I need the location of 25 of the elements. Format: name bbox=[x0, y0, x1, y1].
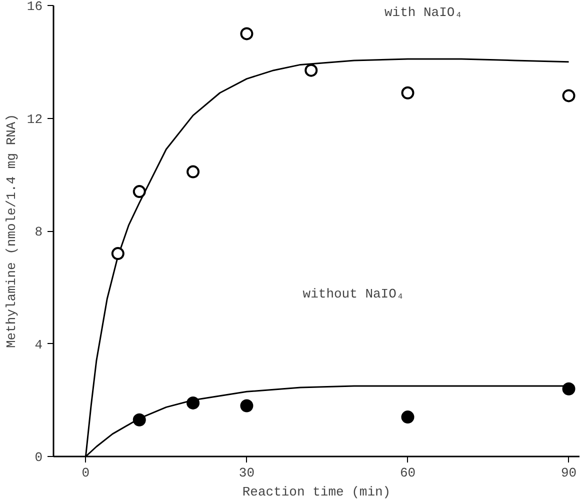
y-tick-label: 0 bbox=[34, 450, 43, 465]
y-tick-label: 16 bbox=[26, 0, 43, 14]
point bbox=[186, 396, 200, 410]
point bbox=[132, 185, 146, 198]
x-axis-title: Reaction time (min) bbox=[242, 484, 391, 500]
y-tick-label: 4 bbox=[34, 337, 43, 352]
x-tick-label: 60 bbox=[400, 466, 416, 480]
point bbox=[304, 64, 318, 77]
point bbox=[562, 89, 576, 102]
annotation: with NaIO₄ bbox=[384, 5, 463, 20]
point bbox=[240, 27, 254, 40]
annotation: without NaIO₄ bbox=[302, 286, 404, 302]
y-tick-label: 12 bbox=[26, 112, 43, 127]
x-tick-label: 0 bbox=[82, 466, 90, 480]
point bbox=[132, 413, 146, 426]
y-tick-label: 8 bbox=[34, 224, 43, 240]
point bbox=[401, 86, 414, 100]
y-axis-title: Methylamine (nmole/1.4 mg RNA) bbox=[4, 114, 19, 348]
point bbox=[562, 382, 576, 396]
point bbox=[186, 165, 200, 178]
x-tick-label: 30 bbox=[238, 466, 255, 480]
point bbox=[401, 410, 414, 424]
x-tick-label: 90 bbox=[560, 466, 577, 480]
point bbox=[111, 247, 124, 260]
point bbox=[240, 399, 254, 412]
